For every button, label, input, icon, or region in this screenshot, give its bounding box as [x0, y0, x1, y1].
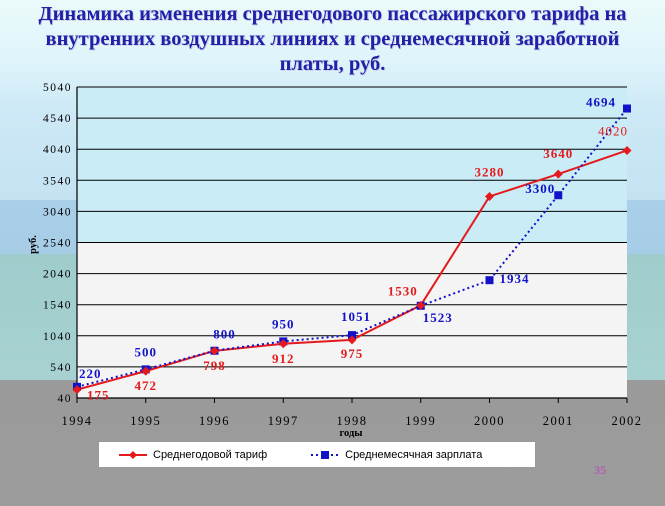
tariff-data-label-1997: 912: [272, 351, 295, 366]
y-tick-label-1: 540: [50, 362, 72, 374]
x-tick-label-7: 2001: [543, 414, 574, 428]
tariff-point-1997: [278, 339, 288, 349]
y-tick-label-4: 2040: [43, 269, 72, 281]
legend-item-tariff: Среднегодовой тариф: [119, 449, 267, 461]
tariff-point-2000: [485, 191, 494, 201]
tariff-data-label-2001: 3640: [543, 146, 573, 161]
legend-salary-label: Среднемесячная зарплата: [345, 448, 483, 461]
salary-data-label-1996: 800: [213, 327, 236, 342]
legend-item-salary: Среднемесячная зарплата: [311, 449, 482, 461]
legend-tariff-label: Среднегодовой тариф: [153, 448, 268, 461]
salary-data-label-1997: 950: [272, 316, 295, 331]
tariff-data-label-1994: 175: [87, 388, 110, 403]
salary-data-label-1999: 1523: [423, 310, 453, 325]
salary-point-1998: [348, 331, 356, 340]
y-tick-label-8: 4040: [43, 144, 72, 156]
title-line-3: платы, руб.: [279, 53, 386, 75]
salary-point-2002: [623, 104, 631, 113]
y-tick-label-3: 1540: [43, 300, 72, 312]
y-tick-label-2: 1040: [43, 331, 72, 343]
x-axis-label: годы: [340, 428, 363, 439]
y-tick-label-5: 2540: [43, 238, 72, 250]
title-line-1: Динамика изменения среднегодового пассаж…: [38, 3, 627, 25]
y-tick-label-10: 5040: [43, 82, 72, 94]
chart-title: Динамика изменения среднегодового пассаж…: [0, 2, 665, 77]
tariff-data-label-2002: 4020: [598, 123, 628, 138]
x-tick-label-1: 1995: [130, 414, 161, 428]
tariff-data-label-1998: 975: [341, 346, 364, 361]
tariff-point-2001: [553, 169, 563, 179]
tariff-point-1996: [210, 346, 219, 356]
tariff-data-label-2000: 3280: [475, 164, 505, 179]
salary-data-label-2002: 4694: [586, 95, 616, 110]
tariff-point-1998: [347, 335, 357, 345]
tariff-data-label-1999: 1530: [388, 283, 418, 298]
tariff-data-label-1996: 798: [203, 358, 226, 373]
salary-data-label-2001: 3300: [525, 181, 555, 196]
salary-data-label-1998: 1051: [341, 309, 371, 324]
salary-data-label-1994: 220: [79, 366, 102, 381]
tariff-point-2002: [622, 145, 632, 155]
tariff-point-1995: [141, 366, 151, 376]
salary-data-label-1995: 500: [135, 344, 158, 359]
y-tick-label-6: 3040: [43, 206, 72, 218]
tariff-data-label-1995: 472: [135, 378, 158, 393]
x-tick-label-3: 1997: [268, 414, 299, 428]
x-tick-label-4: 1998: [337, 414, 368, 428]
y-tick-label-0: 40: [58, 393, 73, 405]
x-tick-label-2: 1996: [199, 414, 230, 428]
page-number: 35: [594, 463, 606, 477]
y-tick-label-7: 3540: [43, 175, 72, 187]
legend-tariff-swatch: [119, 450, 147, 459]
title-line-2: внутренних воздушных линиях и среднемеся…: [45, 28, 620, 50]
legend: Среднегодовой тариф Среднемесячная зарпл…: [98, 441, 536, 468]
x-tick-label-8: 2002: [612, 414, 643, 428]
tariff-point-1999: [416, 300, 426, 310]
salary-point-2001: [554, 191, 563, 200]
plot-band-upper: [77, 87, 627, 243]
salary-point-2000: [485, 276, 494, 285]
plot-band-lower: [77, 242, 627, 399]
tariff-point-1994: [72, 385, 82, 395]
salary-data-label-2000: 1934: [500, 271, 530, 286]
y-axis-label: руб.: [28, 235, 39, 254]
x-tick-label-5: 1999: [405, 414, 436, 428]
x-tick-label-6: 2000: [474, 414, 505, 428]
y-tick-label-9: 4540: [43, 113, 72, 125]
x-tick-label-0: 1994: [62, 414, 93, 428]
legend-salary-swatch: [311, 450, 340, 459]
